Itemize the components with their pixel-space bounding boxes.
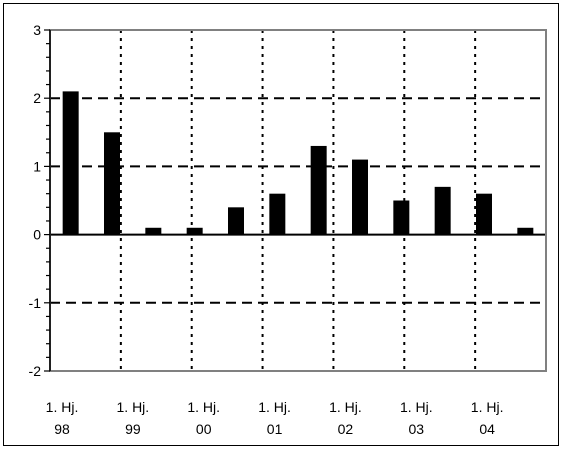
x-tick-label-line1: 1. Hj.: [329, 399, 362, 415]
bar-chart: 3 2 1 0 -1 -2 1. Hj. 98 1. Hj. 99 1. Hj. 00 1. Hj. 01…: [29, 22, 547, 437]
bar-0: [62, 91, 79, 235]
y-tick-label: 1: [33, 158, 41, 174]
x-tick-label-line2: 98: [54, 421, 70, 437]
x-tick-label-line2: 00: [196, 421, 212, 437]
x-tick-label-line1: 1. Hj.: [258, 399, 291, 415]
x-tick-label-line2: 99: [125, 421, 141, 437]
x-tick-label-line1: 1. Hj.: [400, 399, 433, 415]
x-tick-label-line1: 1. Hj.: [471, 399, 504, 415]
y-tick-label: 3: [33, 22, 41, 38]
bar-7: [352, 159, 368, 235]
x-tick-label-line2: 04: [479, 421, 495, 437]
bar-6: [310, 145, 327, 235]
x-tick-label-line1: 1. Hj.: [187, 399, 220, 415]
plot-area: [50, 30, 546, 371]
x-tick-label-line1: 1. Hj.: [46, 399, 79, 415]
bar-3: [186, 227, 203, 235]
y-tick-label: -1: [29, 295, 42, 311]
bar-11: [517, 227, 534, 235]
chart-frame: 3 2 1 0 -1 -2 1. Hj. 98 1. Hj. 99 1. Hj. 00 1. Hj. 01…: [3, 3, 559, 446]
bar-8: [393, 200, 410, 235]
x-tick-label-line1: 1. Hj.: [117, 399, 150, 415]
bar-5: [269, 193, 286, 235]
bar-4: [228, 207, 244, 235]
y-tick-label: 0: [33, 227, 41, 243]
x-tick-label-line2: 03: [408, 421, 424, 437]
bar-1: [104, 132, 120, 235]
bar-9: [434, 186, 451, 235]
bar-10: [476, 193, 492, 235]
y-tick-label: -2: [29, 363, 42, 379]
x-tick-label-line2: 01: [267, 421, 283, 437]
bar-2: [145, 227, 162, 235]
y-tick-label: 2: [33, 90, 41, 106]
x-tick-label-line2: 02: [338, 421, 354, 437]
